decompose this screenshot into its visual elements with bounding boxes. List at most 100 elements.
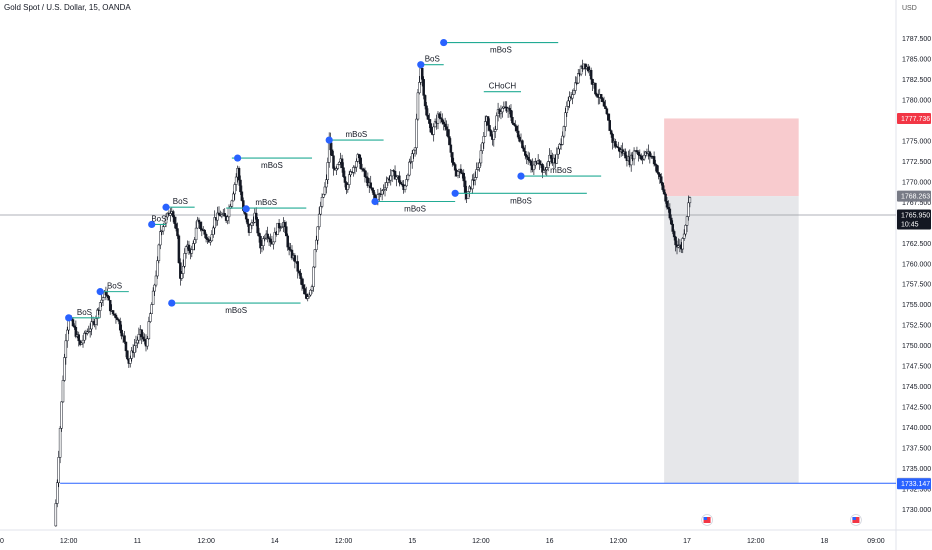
candle-body: [393, 170, 397, 180]
candle-body: [386, 178, 390, 183]
candle-body: [74, 327, 78, 337]
candle-body: [436, 113, 440, 124]
x-tick-label: 12:00: [197, 538, 215, 545]
position-stop-zone: [664, 196, 799, 484]
candle-body: [252, 222, 255, 224]
candle-body: [320, 196, 324, 207]
candle-body: [307, 294, 311, 298]
candle-body: [73, 325, 76, 328]
candle-body: [657, 171, 660, 175]
candle-body: [408, 161, 411, 176]
candle-body: [197, 219, 201, 223]
candle-body: [143, 338, 146, 342]
candle-body: [300, 278, 304, 286]
candle-body: [196, 219, 199, 229]
y-tick-label: 1740.000: [902, 425, 931, 432]
candle-body: [416, 92, 420, 120]
candle-body: [681, 238, 684, 250]
candle-body: [293, 255, 297, 262]
candle-body: [389, 175, 392, 181]
candle-body: [658, 173, 662, 177]
candle-body: [521, 140, 524, 149]
candle-body: [476, 167, 480, 170]
level-label-mbos: mBoS: [550, 166, 572, 175]
candle-body: [83, 332, 86, 341]
candle-body: [508, 107, 511, 111]
candle-body: [584, 63, 587, 69]
candle-body: [194, 227, 198, 241]
candle-body: [60, 401, 63, 429]
level-label-mbos: mBoS: [255, 198, 277, 207]
y-tick-label: 1787.500: [902, 36, 931, 43]
candle-body: [422, 79, 425, 96]
candle-body: [571, 94, 574, 99]
candle-body: [499, 111, 503, 115]
us-flag-icon-canton: [703, 517, 708, 520]
candle-body: [64, 340, 68, 358]
candle-body: [390, 170, 394, 177]
candle-body: [223, 213, 226, 217]
candle-body: [179, 262, 182, 279]
candle-body: [246, 218, 249, 225]
candle-body: [515, 125, 518, 132]
candle-body: [56, 482, 59, 504]
candle-body: [418, 82, 421, 94]
candle-body: [340, 158, 344, 168]
candle-body: [266, 233, 269, 238]
level-label-mbos: mBoS: [510, 196, 532, 205]
candle-body: [432, 126, 435, 135]
candle-body: [400, 183, 404, 186]
candle-body: [482, 136, 486, 144]
candle-body: [475, 169, 478, 178]
x-tick-label: 12:00: [747, 538, 765, 545]
price-tag-value: 1777.736: [901, 116, 930, 123]
candle-body: [594, 82, 597, 95]
candle-body: [413, 147, 417, 151]
level-label-bos: BoS: [151, 214, 166, 223]
y-tick-label: 1752.500: [902, 323, 931, 330]
candle-body: [529, 160, 533, 166]
candle-body: [426, 114, 430, 120]
y-tick-label: 1762.500: [902, 241, 931, 248]
candle-body: [608, 120, 611, 131]
candle-body: [685, 216, 689, 226]
candle-body: [463, 180, 467, 194]
candle-body: [161, 226, 165, 232]
candle-body: [446, 129, 450, 137]
candle-body: [483, 121, 487, 137]
candle-body: [415, 118, 418, 149]
candle-body: [81, 339, 85, 344]
candle-body: [283, 222, 287, 227]
candle-body: [399, 182, 403, 185]
candle-body: [423, 95, 427, 107]
candle-body: [151, 290, 155, 305]
candle-body: [599, 94, 603, 99]
candle-body: [572, 90, 576, 95]
candle-body: [532, 164, 536, 171]
candle-body: [524, 151, 527, 156]
candle-body: [349, 171, 352, 176]
candle-body: [128, 358, 132, 364]
candle-body: [662, 189, 666, 195]
candle-body: [146, 338, 149, 347]
candle-body: [171, 211, 175, 218]
y-tick-label: 1760.000: [902, 261, 931, 268]
candle-body: [312, 266, 315, 287]
candle-body: [409, 161, 413, 163]
pivot-marker: [325, 136, 333, 144]
candle-body: [206, 238, 209, 240]
candle-body: [471, 179, 474, 190]
candle-body: [448, 136, 451, 146]
candle-body: [88, 328, 92, 332]
candle-body: [359, 157, 362, 169]
price-tag-value: 1765.950: [901, 213, 930, 220]
candle-body: [106, 294, 109, 297]
candle-body: [317, 213, 321, 228]
candle-body: [160, 230, 163, 233]
candle-body: [370, 187, 374, 191]
level-label-bos: BoS: [107, 282, 122, 291]
candle-body: [677, 245, 680, 248]
candle-body: [452, 162, 455, 165]
candle-body: [120, 329, 123, 337]
